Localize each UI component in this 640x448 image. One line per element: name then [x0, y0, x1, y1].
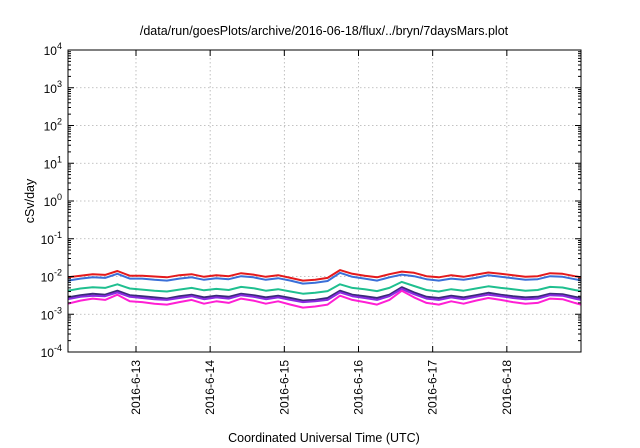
x-tick-label: 2016-6-14 [203, 360, 217, 415]
y-tick-label: 104 [44, 41, 62, 58]
x-tick-labels: 2016-6-13 2016-6-14 2016-6-15 2016-6-16 2016… [129, 360, 514, 415]
x-tick-label: 2016-6-13 [129, 360, 143, 415]
y-tick-label: 10-3 [41, 305, 62, 322]
series-line-3 [67, 280, 582, 295]
y-tick-label: 100 [44, 192, 62, 209]
x-tick-label: 2016-6-18 [500, 360, 514, 415]
series-line-1 [67, 269, 582, 282]
series-line-6 [67, 289, 582, 309]
grid [68, 50, 581, 352]
y-axis-label: cSv/day [23, 178, 37, 223]
chart-title: /data/run/goesPlots/archive/2016-06-18/f… [140, 24, 509, 38]
x-axis-label: Coordinated Universal Time (UTC) [228, 431, 420, 445]
x-tick-label: 2016-6-16 [351, 360, 365, 415]
y-tick-label: 103 [44, 79, 62, 96]
series-line-2 [67, 271, 582, 285]
series-line-5 [67, 287, 582, 304]
y-tick-label: 10-4 [41, 343, 62, 360]
plot-series [67, 269, 582, 309]
x-tick-label: 2016-6-15 [277, 360, 291, 415]
x-tick-label: 2016-6-17 [426, 360, 440, 415]
axis-ticks [68, 49, 581, 353]
y-tick-label: 10-2 [41, 268, 62, 285]
y-tick-label: 101 [44, 154, 62, 171]
series-line-4 [67, 286, 582, 302]
y-tick-label: 10-1 [41, 230, 62, 247]
y-tick-labels: 10-4 10-3 10-2 10-1 100 101 102 103 104 [41, 41, 62, 360]
y-tick-label: 102 [44, 117, 62, 134]
